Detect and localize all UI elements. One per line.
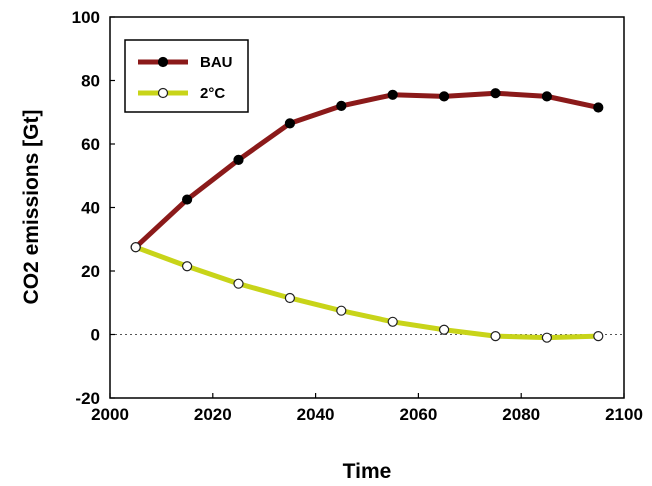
y-tick-label: -20 [75,389,100,408]
data-point-2-c [439,324,450,335]
data-point-bau [593,102,604,113]
y-tick-label: 60 [81,135,100,154]
x-tick-label: 2060 [399,405,437,424]
data-point-bau [284,118,295,129]
legend-label-bau: BAU [200,54,233,71]
legend-label-2c: 2°C [200,85,225,102]
x-tick-label: 2080 [502,405,540,424]
data-point-2-c [182,261,193,272]
series-line-2-c [133,244,601,341]
data-point-bau [233,154,244,165]
data-point-bau [439,91,450,102]
y-tick-label: 20 [81,262,100,281]
data-point-bau [336,100,347,112]
x-tick-label: 2020 [194,405,232,424]
series-line-bau [133,90,601,250]
data-point-bau [490,88,501,99]
data-point-2-c [593,330,604,342]
data-point-2-c [387,316,398,327]
y-tick-label: 40 [81,199,100,218]
x-tick-label: 2000 [91,405,129,424]
x-tick-label: 2100 [605,405,643,424]
data-point-2-c [336,305,347,316]
legend-marker-2c [157,87,169,99]
x-axis-title: Time [343,460,392,483]
series-layer [130,88,604,343]
data-point-2-c [490,330,501,342]
y-tick-label: 0 [91,326,100,345]
x-axis: 2000 2020 2040 2060 2080 2100 [91,393,643,424]
y-tick-label: 100 [72,8,100,27]
data-point-bau [387,89,398,100]
y-axis: -20 0 20 40 60 80 100 [72,8,115,408]
data-point-bau [182,194,193,205]
legend: BAU 2°C [124,39,249,113]
legend-box [124,39,249,113]
data-point-2-c [130,242,141,253]
data-point-bau [541,91,553,102]
legend-marker-bau [157,56,169,68]
y-tick-label: 80 [81,72,100,91]
x-tick-label: 2040 [297,405,335,424]
y-axis-title: CO2 emissions [Gt] [20,110,43,305]
data-point-2-c [233,278,244,289]
data-point-2-c [284,292,295,304]
data-point-2-c [541,332,553,343]
